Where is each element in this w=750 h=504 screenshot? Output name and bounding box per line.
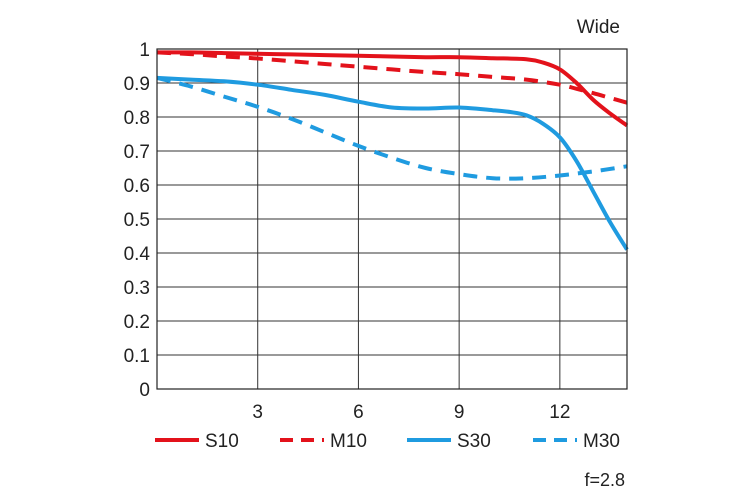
series-line-s30: [156, 75, 629, 251]
legend-label-m30: M30: [583, 431, 620, 452]
y-tick-label: 0.9: [124, 74, 150, 95]
legend: S10 M10 S30 M30: [155, 431, 620, 452]
legend-label-s10: S10: [205, 431, 239, 452]
y-tick-label: 0.5: [124, 210, 150, 231]
x-tick-labels: 3 6 9 12: [252, 402, 570, 423]
x-tick-label: 12: [549, 402, 570, 423]
y-tick-labels: 0 0.1 0.2 0.3 0.4 0.5 0.6 0.7 0.8 0.9 1: [124, 40, 151, 401]
series-line-m30: [156, 75, 628, 181]
chart-title: Wide: [577, 17, 620, 38]
series-line-m10: [156, 50, 628, 105]
y-tick-label: 0.8: [124, 108, 150, 129]
legend-label-s30: S30: [457, 431, 491, 452]
x-tick-label: 6: [353, 402, 364, 423]
legend-label-m10: M10: [330, 431, 367, 452]
plot-frame: [156, 48, 628, 390]
y-tick-label: 0.1: [124, 346, 150, 367]
series-lines: [156, 50, 629, 251]
y-tick-label: 0.4: [124, 244, 151, 265]
aperture-note: f=2.8: [584, 470, 625, 490]
grid: [157, 49, 627, 389]
y-tick-label: 0.7: [124, 142, 150, 163]
y-tick-label: 0.6: [124, 176, 150, 197]
y-tick-label: 1: [139, 40, 150, 61]
y-tick-label: 0.2: [124, 312, 150, 333]
y-tick-label: 0.3: [124, 278, 150, 299]
x-tick-label: 9: [454, 402, 465, 423]
series-line-s10: [156, 50, 629, 128]
y-tick-label: 0: [139, 380, 150, 401]
x-tick-label: 3: [252, 402, 263, 423]
